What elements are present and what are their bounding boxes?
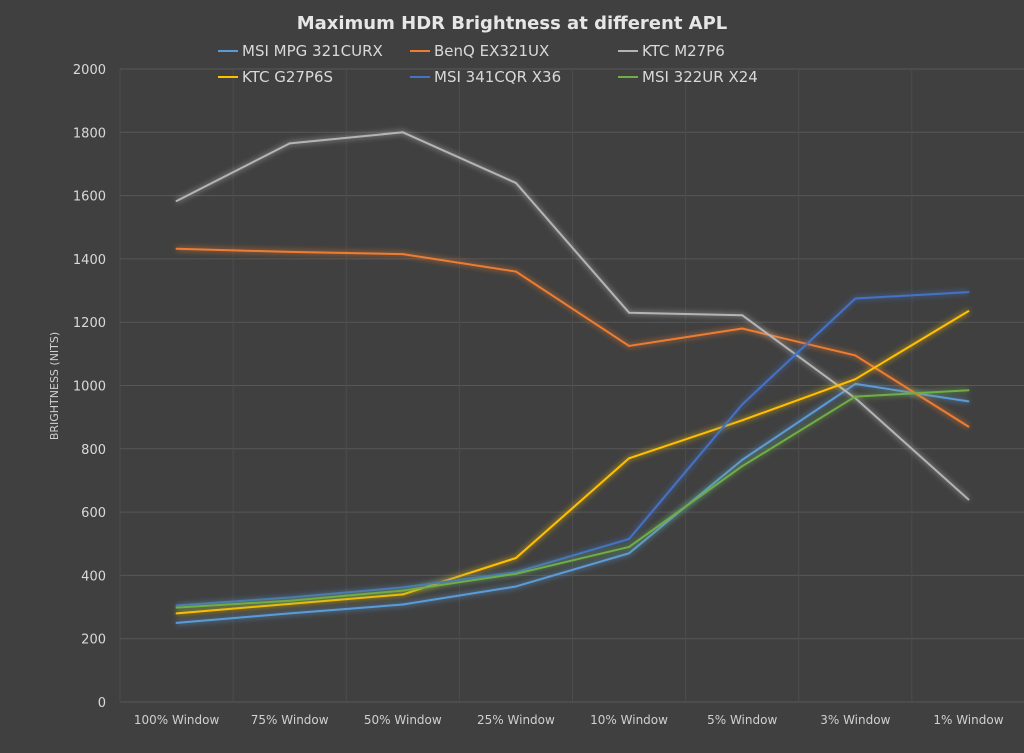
x-tick-label: 25% Window — [477, 713, 555, 727]
legend-label: MSI MPG 321CURX — [242, 42, 383, 60]
data-point — [175, 612, 178, 615]
series-line — [176, 382, 969, 624]
x-tick-label: 3% Window — [820, 713, 890, 727]
legend-label: KTC M27P6 — [642, 42, 725, 60]
chart-title: Maximum HDR Brightness at different APL — [297, 13, 728, 34]
y-tick-label: 1600 — [73, 190, 106, 205]
legend-label: MSI 322UR X24 — [642, 68, 758, 86]
y-tick-label: 2000 — [73, 63, 106, 78]
legend-item: KTC M27P6 — [618, 42, 725, 60]
data-point — [401, 253, 404, 256]
data-point — [175, 604, 178, 607]
series-benq-ex321ux — [175, 247, 970, 428]
y-axis-label: BRIGHTNESS (NITS) — [48, 332, 61, 440]
data-point — [967, 400, 970, 403]
data-point — [401, 589, 404, 592]
data-point — [967, 498, 970, 501]
data-point — [175, 606, 178, 609]
data-point — [967, 291, 970, 294]
legend-item: MSI 322UR X24 — [618, 68, 758, 86]
x-tick-label: 1% Window — [933, 713, 1003, 727]
legend-item: MSI MPG 321CURX — [218, 42, 383, 60]
data-point — [401, 593, 404, 596]
data-point — [741, 458, 744, 461]
data-point — [288, 596, 291, 599]
legend-label: MSI 341CQR X36 — [434, 68, 561, 86]
x-tick-label: 75% Window — [251, 713, 329, 727]
data-point — [967, 310, 970, 313]
y-tick-label: 1000 — [73, 380, 106, 395]
legend-item: MSI 341CQR X36 — [410, 68, 561, 86]
data-point — [514, 585, 517, 588]
y-tick-label: 0 — [98, 696, 106, 711]
data-point — [288, 602, 291, 605]
data-point — [741, 403, 744, 406]
x-tick-label: 50% Window — [364, 713, 442, 727]
y-tick-label: 1200 — [73, 316, 106, 331]
y-tick-label: 1800 — [73, 126, 106, 141]
data-point — [514, 556, 517, 559]
x-tick-label: 5% Window — [707, 713, 777, 727]
data-point — [628, 311, 631, 314]
data-point — [854, 297, 857, 300]
y-tick-label: 400 — [81, 569, 106, 584]
data-point — [288, 599, 291, 602]
data-point — [967, 389, 970, 392]
y-tick-label: 800 — [81, 443, 106, 458]
data-point — [628, 552, 631, 555]
data-point — [741, 327, 744, 330]
data-point — [401, 603, 404, 606]
data-point — [628, 457, 631, 460]
data-point — [741, 314, 744, 317]
data-point — [288, 250, 291, 253]
data-point — [514, 572, 517, 575]
data-point — [175, 199, 178, 202]
y-tick-label: 200 — [81, 633, 106, 648]
legend-label: BenQ EX321UX — [434, 42, 549, 60]
series-line — [176, 389, 969, 609]
data-point — [514, 270, 517, 273]
legend-item: BenQ EX321UX — [410, 42, 549, 60]
x-tick-label: 10% Window — [590, 713, 668, 727]
y-tick-label: 1400 — [73, 253, 106, 268]
series-line — [176, 247, 969, 428]
x-tick-label: 100% Window — [134, 713, 220, 727]
data-point — [854, 382, 857, 385]
series-msi-322ur-x24 — [175, 389, 970, 609]
data-point — [175, 247, 178, 250]
data-point — [741, 465, 744, 468]
series-msi-mpg-321curx — [175, 382, 970, 624]
data-point — [967, 425, 970, 428]
series-line — [176, 131, 970, 501]
data-point — [401, 131, 404, 134]
y-tick-label: 600 — [81, 506, 106, 521]
legend-label: KTC G27P6S — [242, 68, 333, 86]
series-line — [176, 291, 969, 607]
data-point — [741, 419, 744, 422]
data-point — [175, 621, 178, 624]
data-point — [288, 142, 291, 145]
legend-item: KTC G27P6S — [218, 68, 333, 86]
data-point — [628, 538, 631, 541]
data-point — [854, 395, 857, 398]
data-point — [401, 586, 404, 589]
data-point — [854, 378, 857, 381]
data-point — [628, 545, 631, 548]
data-point — [288, 612, 291, 615]
data-point — [628, 344, 631, 347]
series-ktc-m27p6 — [175, 131, 970, 501]
series-ktc-g27p6s — [175, 310, 970, 615]
data-point — [854, 354, 857, 357]
data-point — [514, 181, 517, 184]
series-line — [176, 310, 969, 615]
